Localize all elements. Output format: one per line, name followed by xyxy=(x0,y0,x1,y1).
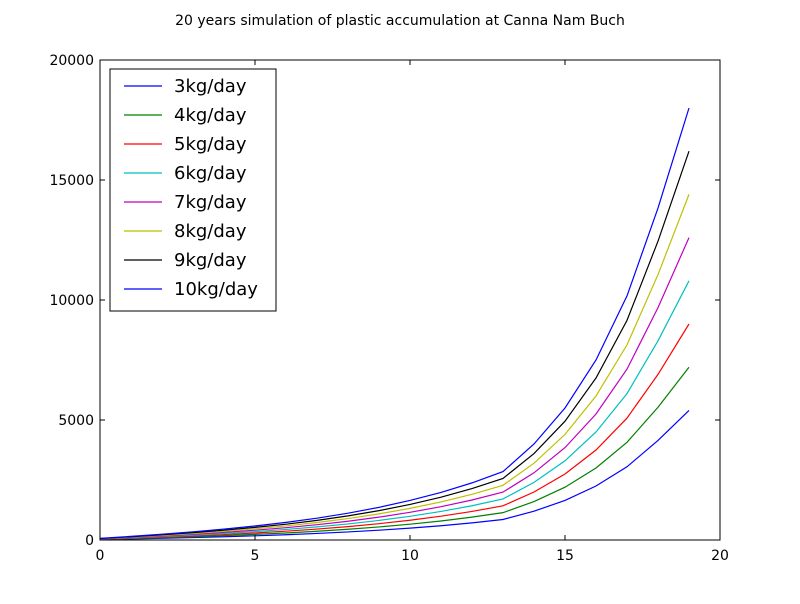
series-line-7 xyxy=(99,151,690,540)
legend-label: 8kg/day xyxy=(174,221,247,242)
series-line-1 xyxy=(99,409,690,541)
series-line-8 xyxy=(99,107,690,539)
series-layer xyxy=(99,107,690,541)
x-tick-label: 10 xyxy=(401,548,419,564)
legend-label: 5kg/day xyxy=(174,134,247,155)
y-tick-label: 10000 xyxy=(49,293,94,309)
series-line-6 xyxy=(99,194,690,540)
x-tick-label: 15 xyxy=(556,548,574,564)
y-tick-label: 5000 xyxy=(58,413,94,429)
legend-label: 7kg/day xyxy=(174,192,247,213)
series-line-3 xyxy=(99,323,690,540)
series-line-4 xyxy=(99,280,690,540)
legend-label: 6kg/day xyxy=(174,163,247,184)
legend-label: 10kg/day xyxy=(174,279,258,300)
axes-layer: 0 5 10 15 20 0 5000 10000 15000 20000 xyxy=(49,53,728,564)
y-tick-label: 15000 xyxy=(49,173,94,189)
y-tick-label: 20000 xyxy=(49,53,94,69)
legend-label: 3kg/day xyxy=(174,76,247,97)
legend: 3kg/day 4kg/day 5kg/day 6kg/day 7kg/day 8kg/d… xyxy=(109,68,277,312)
legend-box xyxy=(109,68,277,312)
y-tick-label: 0 xyxy=(85,533,94,549)
series-line-5 xyxy=(99,237,690,540)
legend-label: 9kg/day xyxy=(174,250,247,271)
x-tick-label: 20 xyxy=(711,548,729,564)
x-tick-label: 5 xyxy=(251,548,260,564)
chart-title: 20 years simulation of plastic accumulat… xyxy=(175,13,625,29)
legend-label: 4kg/day xyxy=(174,105,247,126)
x-tick-label: 0 xyxy=(96,548,105,564)
series-line-2 xyxy=(99,366,690,540)
